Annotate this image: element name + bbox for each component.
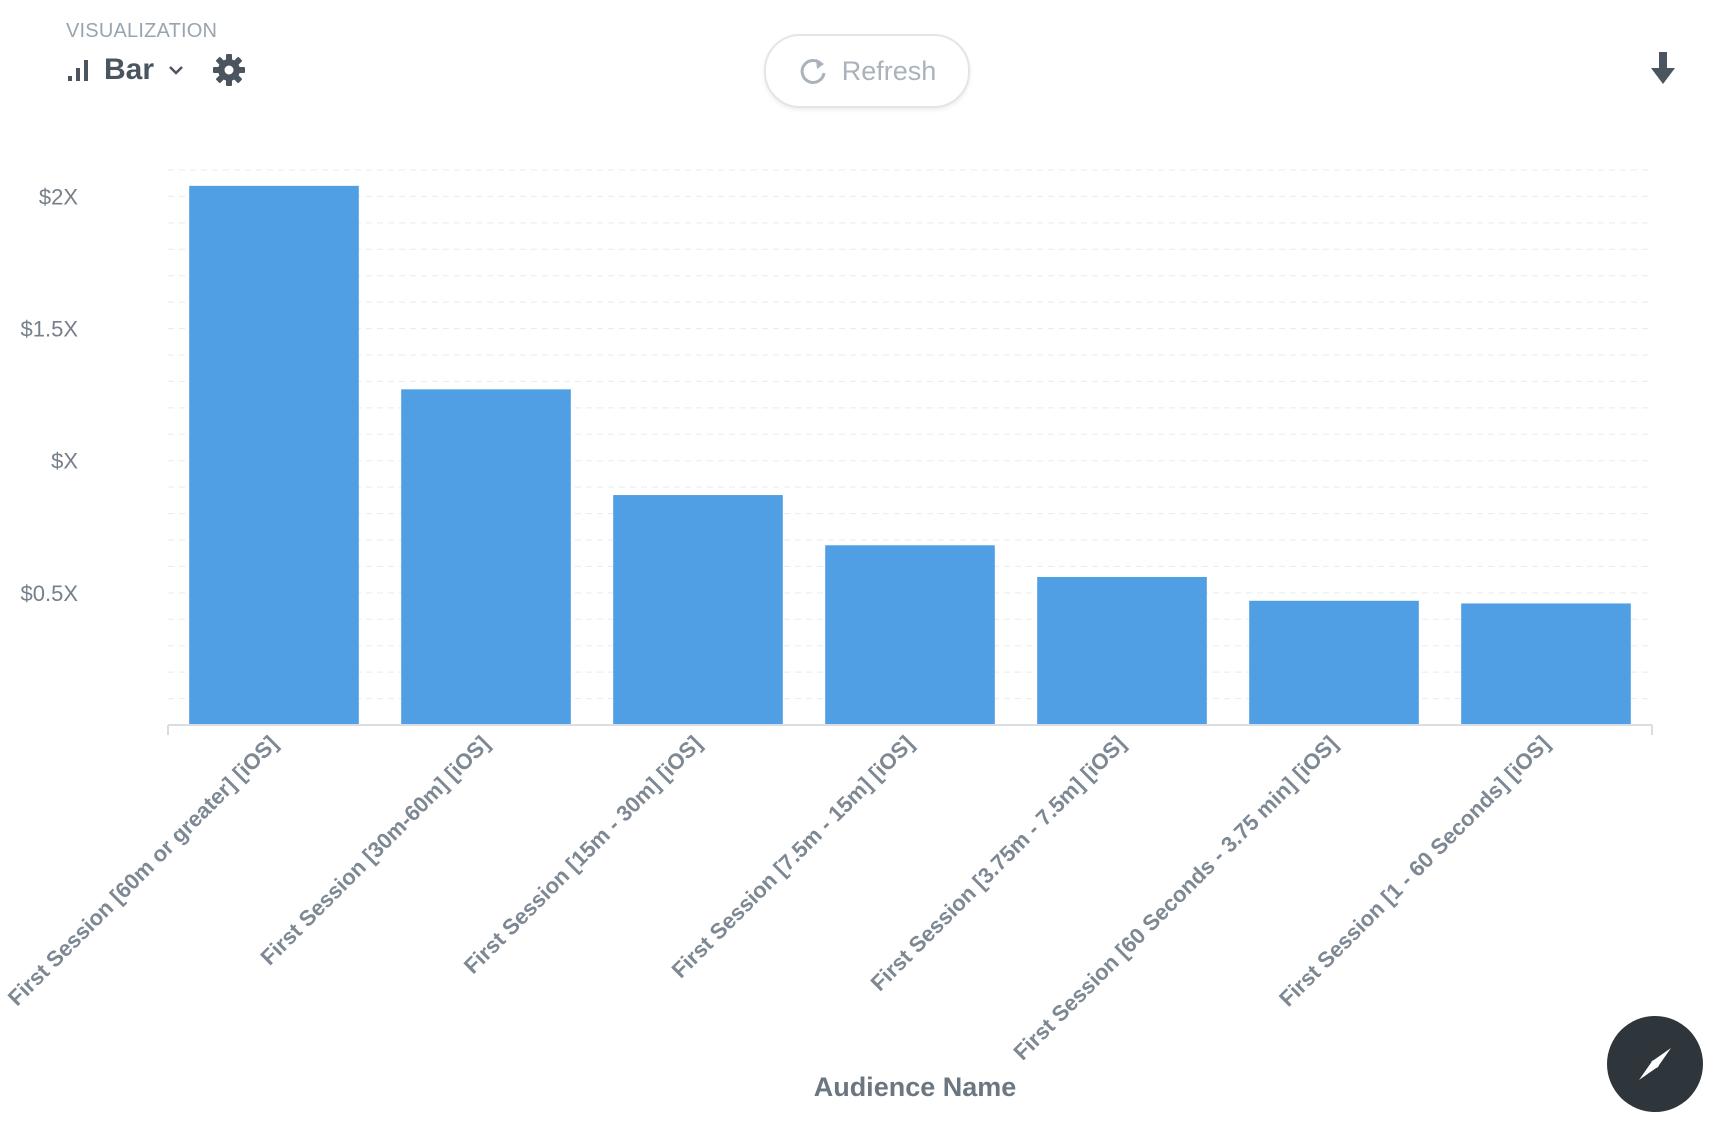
x-axis-title: Audience Name xyxy=(813,1072,1017,1102)
visualization-label: VISUALIZATION xyxy=(66,20,218,42)
refresh-button[interactable]: Refresh xyxy=(764,34,970,108)
refresh-icon xyxy=(798,56,828,86)
visualization-type-picker[interactable]: Bar xyxy=(66,53,184,87)
x-tick-label: First Session [15m - 30m] [iOS] xyxy=(459,731,707,979)
x-tick-label: First Session [3.75m - 7.5m] [iOS] xyxy=(866,731,1131,996)
bar[interactable] xyxy=(825,545,995,725)
y-tick-label: $1.5X xyxy=(21,317,79,342)
x-tick-label: First Session [60m or greater] [iOS] xyxy=(3,731,283,1011)
bar[interactable] xyxy=(401,389,571,725)
bars xyxy=(189,185,1631,725)
x-tick-label: First Session [30m-60m] [iOS] xyxy=(256,731,495,970)
bar-chart-icon xyxy=(66,58,90,82)
download-icon[interactable] xyxy=(1650,50,1676,86)
y-tick-label: $2X xyxy=(39,184,78,209)
y-tick-label: $X xyxy=(51,449,78,474)
x-axis-ticks: First Session [60m or greater] [iOS]Firs… xyxy=(3,731,1555,1060)
bar[interactable] xyxy=(189,185,359,725)
visualization-header: VISUALIZATION Bar xyxy=(66,20,246,87)
y-axis-ticks: $0.5X $X $1.5X $2X xyxy=(21,184,79,605)
gear-icon[interactable] xyxy=(212,53,246,87)
compass-button[interactable] xyxy=(1607,1016,1703,1112)
bar[interactable] xyxy=(1249,600,1419,725)
refresh-label: Refresh xyxy=(841,55,937,86)
y-tick-label: $0.5X xyxy=(21,581,79,606)
x-tick-label: First Session [7.5m - 15m] [iOS] xyxy=(667,731,919,983)
visualization-type-label: Bar xyxy=(104,53,155,86)
bar[interactable] xyxy=(1461,603,1631,725)
chevron-down-icon xyxy=(168,64,184,76)
compass-icon xyxy=(1633,1042,1677,1086)
bar[interactable] xyxy=(1037,577,1207,725)
bar[interactable] xyxy=(613,495,783,725)
bar-chart: $0.5X $X $1.5X $2X First Session [60m or gr… xyxy=(3,169,1653,1060)
